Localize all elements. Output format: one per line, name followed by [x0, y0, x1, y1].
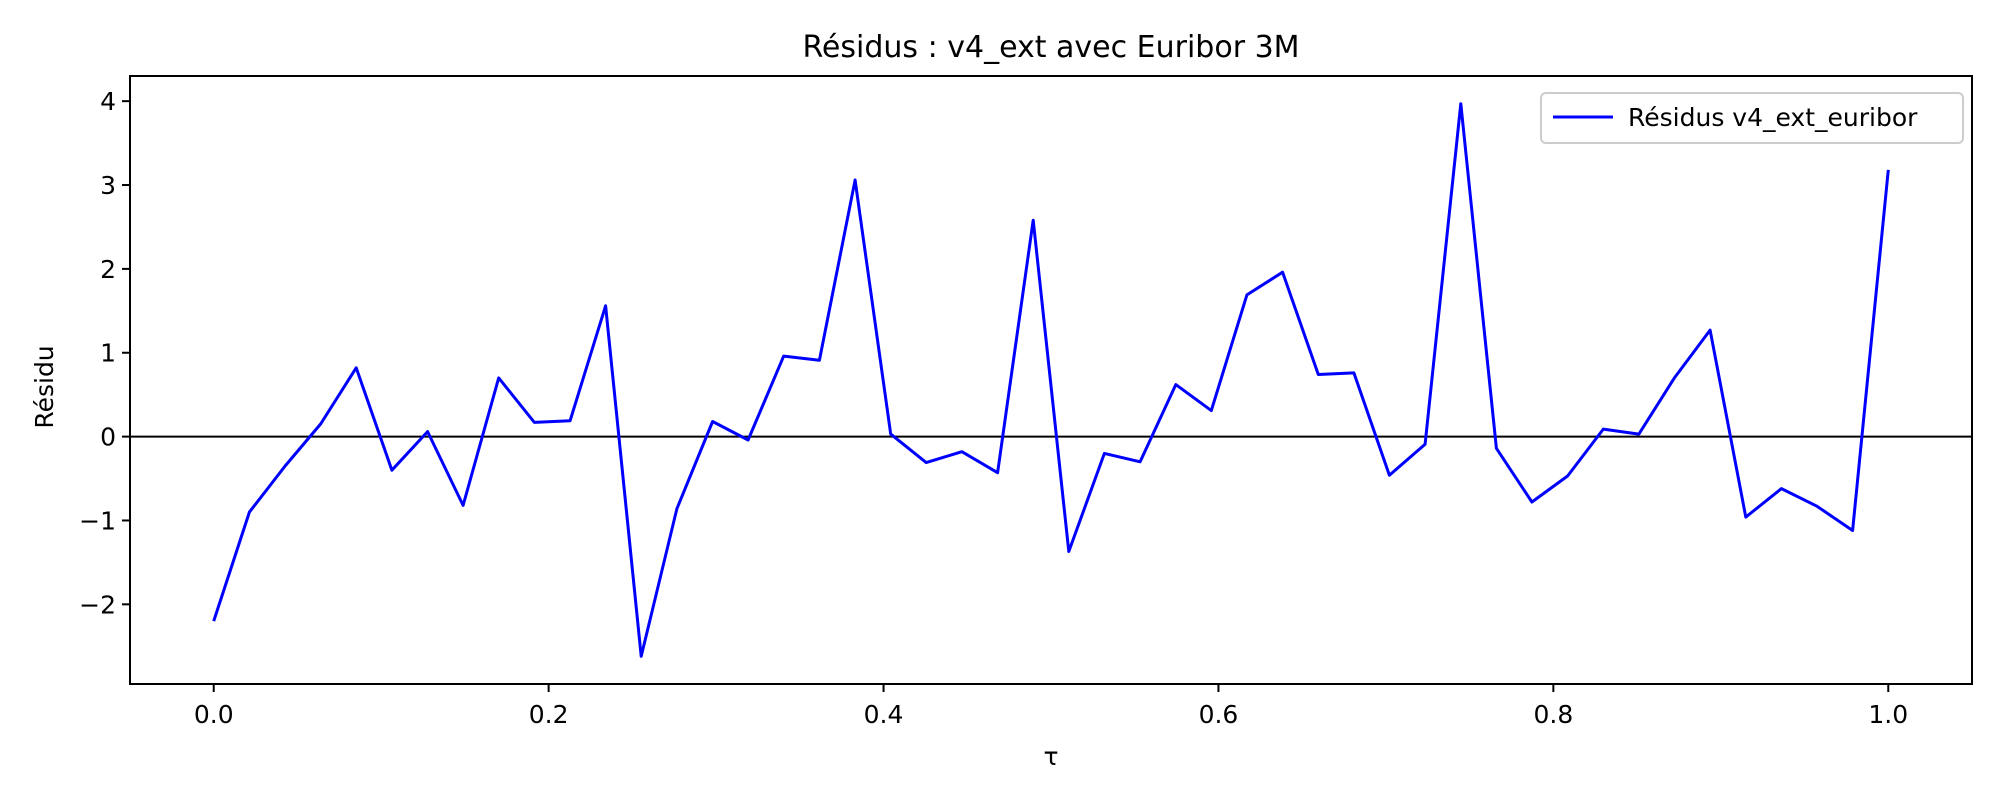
x-tick-label: 0.4 — [864, 700, 904, 729]
y-tick-label: 0 — [100, 423, 116, 452]
x-tick-label: 0.0 — [194, 700, 234, 729]
y-tick-label: −1 — [79, 506, 116, 535]
legend-box — [1540, 92, 1964, 144]
y-tick-label: 3 — [100, 171, 116, 200]
y-tick-label: 4 — [100, 87, 116, 116]
x-axis-ticks: 0.0 0.2 0.4 0.6 0.8 1.0 — [194, 684, 1908, 729]
legend-label: Résidus v4_ext_euribor — [1628, 103, 1918, 132]
x-tick-label: 1.0 — [1868, 700, 1908, 729]
x-axis-label: τ — [1043, 742, 1058, 771]
chart-title: Résidus : v4_ext avec Euribor 3M — [802, 30, 1299, 65]
x-tick-label: 0.8 — [1533, 700, 1573, 729]
y-tick-label: −2 — [79, 590, 116, 619]
y-tick-label: 2 — [100, 255, 116, 284]
y-axis-ticks: −2 −1 0 1 2 3 4 — [79, 87, 130, 619]
x-tick-label: 0.2 — [529, 700, 569, 729]
plot-area — [129, 75, 1973, 685]
x-tick-label: 0.6 — [1199, 700, 1239, 729]
series-line — [212, 102, 1890, 658]
y-axis-label: Résidu — [30, 345, 59, 428]
legend: Résidus v4_ext_euribor — [1540, 92, 1964, 144]
y-tick-label: 1 — [100, 339, 116, 368]
plot-frame — [129, 75, 1973, 685]
